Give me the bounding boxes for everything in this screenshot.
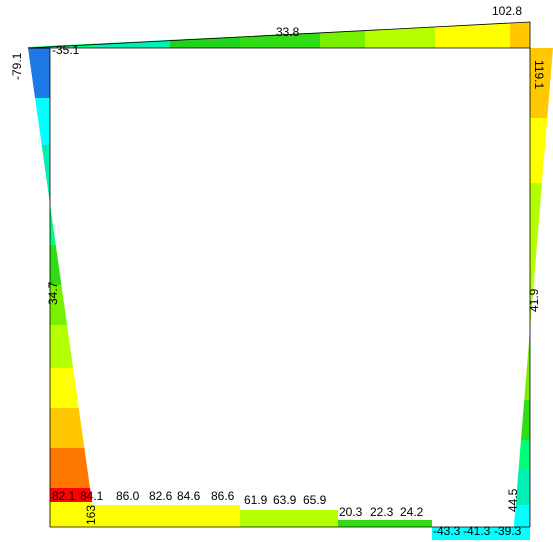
bottom-beam-band-3 xyxy=(338,520,432,527)
label-bottom-86-6: 86.6 xyxy=(211,489,235,503)
top-beam-band-8 xyxy=(510,22,530,48)
label-bottom-20-3: 20.3 xyxy=(339,505,363,519)
right-column-band-4 xyxy=(529,255,537,330)
label-left-mid: 34.7 xyxy=(46,281,60,305)
left-column-band-3 xyxy=(41,145,50,200)
label-bottom-neg-39-3: -39.3 xyxy=(494,524,522,538)
left-column-band-9 xyxy=(50,408,85,448)
right-column-band-6 xyxy=(520,400,530,440)
top-beam-outline xyxy=(27,21,531,49)
left-column-band-11 xyxy=(50,488,92,502)
left-column-band-2 xyxy=(35,98,50,145)
label-bottom-82-6: 82.6 xyxy=(149,489,173,503)
label-bottom-neg-41-3: -41.3 xyxy=(463,524,491,538)
right-column-band-5 xyxy=(524,330,530,400)
right-column-band-9 xyxy=(513,505,530,527)
left-column-band-8 xyxy=(50,368,79,408)
bottom-beam-band-1 xyxy=(92,505,240,527)
label-bottom-24-2: 24.2 xyxy=(400,505,424,519)
label-top-mid: 33.8 xyxy=(276,25,300,39)
top-beam-band-3 xyxy=(170,36,240,48)
left-column-band-1 xyxy=(28,48,50,98)
label-bottom-84-1: 84.1 xyxy=(80,489,104,503)
right-column-band-3 xyxy=(530,183,542,255)
top-beam-band-6 xyxy=(365,26,435,48)
label-bottom-82-1: 82.1 xyxy=(52,489,76,503)
label-bottom-63-9: 63.9 xyxy=(273,493,297,507)
diagram-fills xyxy=(28,22,553,540)
left-column-outline xyxy=(28,47,51,527)
right-column-band-2 xyxy=(530,118,548,183)
label-top-left: -35.1 xyxy=(52,43,80,57)
left-column-band-12 xyxy=(50,502,92,527)
label-right-bottom: 44.5 xyxy=(506,488,520,512)
label-left-top: -79.1 xyxy=(10,52,24,80)
left-column-band-10 xyxy=(50,448,91,488)
label-bottom-22-3: 22.3 xyxy=(370,505,394,519)
left-column-band-6 xyxy=(50,285,68,325)
label-bottom-84-6: 84.6 xyxy=(177,489,201,503)
right-column-band-7 xyxy=(518,440,530,470)
diagram-labels: -35.1 33.8 102.8 -79.1 34.7 163 119.1 41… xyxy=(10,4,546,538)
bottom-beam-band-2 xyxy=(240,510,338,527)
left-column-band-5 xyxy=(50,245,62,285)
label-bottom-65-9: 65.9 xyxy=(303,493,327,507)
label-left-bottom: 163 xyxy=(84,505,98,525)
bottom-beam-band-4 xyxy=(432,527,530,540)
top-beam-band-5 xyxy=(320,30,365,48)
label-top-right: 102.8 xyxy=(492,4,522,18)
right-column-band-8 xyxy=(515,470,530,505)
right-column-band-1 xyxy=(530,48,553,118)
left-column-band-4 xyxy=(49,200,56,245)
label-bottom-61-9: 61.9 xyxy=(244,493,268,507)
frame-outline xyxy=(27,21,531,528)
label-right-mid: 41.9 xyxy=(527,288,541,312)
left-column-band-7 xyxy=(50,325,74,368)
top-beam-band-7 xyxy=(435,22,510,48)
label-right-top: 119.1 xyxy=(532,60,546,89)
label-bottom-86-0: 86.0 xyxy=(116,489,140,503)
label-bottom-neg-43-3: -43.3 xyxy=(433,524,461,538)
